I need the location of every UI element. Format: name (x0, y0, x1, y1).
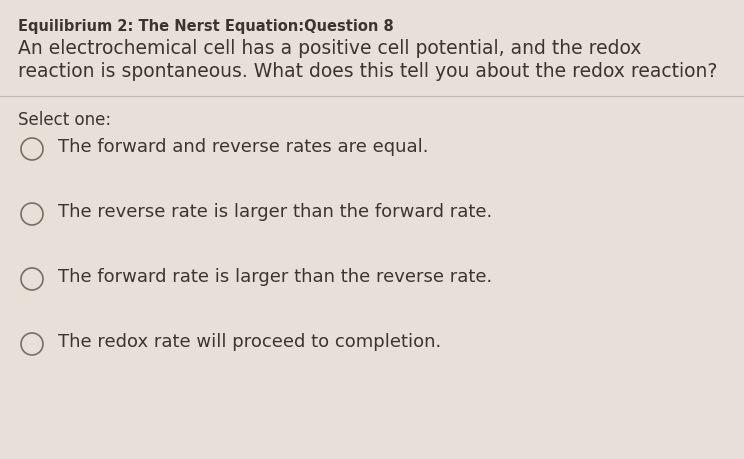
Text: reaction is spontaneous. What does this tell you about the redox reaction?: reaction is spontaneous. What does this … (18, 62, 717, 81)
Text: The forward rate is larger than the reverse rate.: The forward rate is larger than the reve… (58, 268, 493, 286)
Text: Select one:: Select one: (18, 111, 111, 129)
Text: The redox rate will proceed to completion.: The redox rate will proceed to completio… (58, 333, 441, 351)
Text: An electrochemical cell has a positive cell potential, and the redox: An electrochemical cell has a positive c… (18, 39, 641, 58)
Text: The forward and reverse rates are equal.: The forward and reverse rates are equal. (58, 138, 429, 156)
Text: Equilibrium 2: The Nerst Equation:Question 8: Equilibrium 2: The Nerst Equation:Questi… (18, 19, 394, 34)
Text: The reverse rate is larger than the forward rate.: The reverse rate is larger than the forw… (58, 203, 493, 221)
